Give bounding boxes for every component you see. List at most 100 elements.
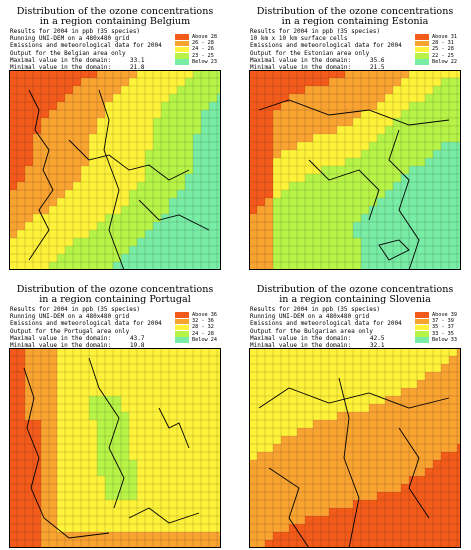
grid-cell xyxy=(417,524,425,532)
grid-cell xyxy=(457,508,461,516)
legend: Above 31 28 - 31 25 - 28 22 - 25 Below 22 xyxy=(415,34,471,66)
grid-cell xyxy=(249,356,257,364)
grid-cell xyxy=(441,86,449,94)
grid-cell xyxy=(89,134,97,142)
grid-cell xyxy=(17,238,25,246)
grid-cell xyxy=(57,532,65,540)
grid-cell xyxy=(97,492,105,500)
grid-cell xyxy=(433,142,441,150)
grid-cell xyxy=(153,372,161,380)
grid-cell xyxy=(49,126,57,134)
grid-cell xyxy=(265,524,273,532)
grid-cell xyxy=(73,428,81,436)
grid-cell xyxy=(257,70,265,78)
grid-cell xyxy=(193,380,201,388)
grid-cell xyxy=(177,476,185,484)
grid-cell xyxy=(65,404,73,412)
grid-cell xyxy=(401,142,409,150)
grid-cell xyxy=(385,166,393,174)
grid-cell xyxy=(161,532,169,540)
grid-cell xyxy=(209,412,217,420)
grid-cell xyxy=(313,492,321,500)
grid-cell xyxy=(129,78,137,86)
grid-cell xyxy=(441,412,449,420)
grid-cell xyxy=(369,468,377,476)
grid-cell xyxy=(201,476,209,484)
grid-cell xyxy=(249,372,257,380)
grid-cell xyxy=(185,356,193,364)
grid-cell xyxy=(417,356,425,364)
grid-cell xyxy=(33,420,41,428)
grid-cell xyxy=(329,206,337,214)
grid-cell xyxy=(321,540,329,548)
grid-cell xyxy=(297,508,305,516)
grid-cell xyxy=(433,348,441,356)
grid-cell xyxy=(449,118,457,126)
grid-cell xyxy=(89,532,97,540)
border-line xyxy=(23,367,110,539)
grid-cell xyxy=(41,142,49,150)
grid-cell xyxy=(129,356,137,364)
grid-cell xyxy=(105,134,113,142)
grid-cell xyxy=(433,86,441,94)
grid-cell xyxy=(185,532,193,540)
grid-cell xyxy=(249,254,257,262)
grid-cell xyxy=(81,118,89,126)
grid-cell xyxy=(145,166,153,174)
grid-cell xyxy=(49,524,57,532)
grid-cell xyxy=(9,86,17,94)
grid-cell xyxy=(313,182,321,190)
grid-cell xyxy=(249,404,257,412)
grid-cell xyxy=(201,78,209,86)
grid-cell xyxy=(137,246,145,254)
grid-cell xyxy=(97,372,105,380)
grid-cell xyxy=(49,134,57,142)
legend-entry: 28 - 32 xyxy=(175,324,233,331)
grid-cell xyxy=(273,238,281,246)
grid-cell xyxy=(377,468,385,476)
grid-cell xyxy=(153,396,161,404)
grid-cell xyxy=(49,166,57,174)
grid-cell xyxy=(433,150,441,158)
grid-cell xyxy=(257,380,265,388)
grid-cell xyxy=(329,86,337,94)
grid-cell xyxy=(369,412,377,420)
grid-cell xyxy=(17,532,25,540)
grid-cell xyxy=(273,230,281,238)
grid-cell xyxy=(121,174,129,182)
grid-cell xyxy=(369,532,377,540)
grid-cell xyxy=(105,110,113,118)
legend-swatch xyxy=(175,59,189,66)
grid-cell xyxy=(377,174,385,182)
grid-cell xyxy=(113,174,121,182)
grid-cell xyxy=(217,372,221,380)
grid-cell xyxy=(289,206,297,214)
grid-cell xyxy=(161,182,169,190)
legend-swatch xyxy=(175,318,189,325)
grid-cell xyxy=(73,134,81,142)
grid-cell xyxy=(105,214,113,222)
grid-cell xyxy=(97,206,105,214)
grid-cell xyxy=(425,142,433,150)
grid-cell xyxy=(129,516,137,524)
grid-cell xyxy=(73,182,81,190)
grid-cell xyxy=(161,198,169,206)
grid-cell xyxy=(41,364,49,372)
grid-cell xyxy=(33,428,41,436)
grid-cell xyxy=(265,110,273,118)
grid-cell xyxy=(97,110,105,118)
grid-cell xyxy=(169,452,177,460)
grid-cell xyxy=(145,230,153,238)
grid-cell xyxy=(337,142,345,150)
grid-cell xyxy=(145,524,153,532)
panel-belgium: Distribution of the ozone concentrations… xyxy=(0,0,230,272)
grid-cell xyxy=(425,532,433,540)
grid-cell xyxy=(257,516,265,524)
grid-cell xyxy=(201,110,209,118)
grid-cell xyxy=(401,348,409,356)
grid-cell xyxy=(161,444,169,452)
grid-cell xyxy=(201,174,209,182)
grid-cell xyxy=(9,540,17,548)
grid-cell xyxy=(49,468,57,476)
grid-cell xyxy=(65,190,73,198)
